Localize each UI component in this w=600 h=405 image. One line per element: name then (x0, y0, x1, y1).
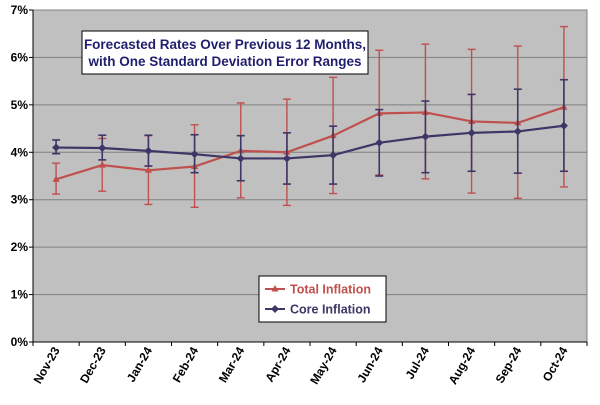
x-tick-label: May-24 (307, 344, 340, 387)
x-tick-label: Sep-24 (493, 344, 525, 385)
y-tick-label: 1% (11, 288, 29, 302)
y-axis: 0% 1% 2% 3% 4% 5% 6% 7% (11, 3, 34, 349)
y-tick-label: 0% (11, 335, 29, 349)
x-tick-label: Mar-24 (216, 344, 248, 385)
x-tick-label: Oct-24 (540, 344, 571, 384)
y-tick-label: 6% (11, 50, 29, 64)
legend-item-total-inflation: Total Inflation (265, 283, 371, 297)
legend-background (258, 275, 387, 323)
data-point-diamond (421, 132, 430, 141)
y-tick-label: 4% (11, 145, 29, 159)
chart-title-background (81, 30, 369, 75)
data-point-triangle (52, 175, 60, 182)
series-group (52, 25, 568, 209)
y-tick-label: 2% (11, 240, 29, 254)
legend: Total Inflation Core Inflation (258, 275, 387, 323)
x-tick-label: Nov-23 (31, 344, 63, 386)
legend-marker-diamond-icon (271, 305, 279, 313)
x-tick-label: Apr-24 (262, 344, 293, 384)
data-point-diamond (52, 143, 61, 152)
data-point-diamond (190, 150, 199, 159)
data-point-diamond (98, 144, 107, 153)
series-line (56, 124, 565, 160)
data-point-diamond (236, 154, 245, 163)
x-tick-label: Jun-24 (354, 344, 386, 385)
y-tick-label: 7% (11, 3, 29, 17)
data-point-diamond (282, 154, 291, 163)
x-tick-label: Aug-24 (446, 344, 479, 387)
series-line (55, 106, 565, 181)
data-point-diamond (144, 146, 153, 155)
y-tick-label: 5% (11, 98, 29, 112)
data-point-triangle (98, 161, 106, 168)
x-tick-label: Dec-23 (77, 344, 109, 385)
chart-title-line-2: with One Standard Deviation Error Ranges (87, 54, 361, 69)
legend-label-total-inflation: Total Inflation (290, 283, 371, 297)
y-tick-label: 3% (11, 193, 29, 207)
data-point-diamond (375, 138, 384, 147)
chart-title-line-1: Forecasted Rates Over Previous 12 Months… (84, 37, 366, 52)
chart-title-box: Forecasted Rates Over Previous 12 Months… (81, 30, 369, 75)
x-tick-label: Feb-24 (170, 344, 202, 385)
legend-marker-triangle-icon (271, 285, 279, 292)
data-point-diamond (559, 121, 568, 130)
data-point-triangle (144, 166, 153, 173)
x-tick-label: Jul-24 (403, 344, 433, 381)
series-core-inflation (52, 78, 568, 185)
data-point-diamond (467, 128, 476, 137)
data-point-diamond (513, 127, 522, 136)
legend-label-core-inflation: Core Inflation (290, 303, 371, 317)
x-tick-label: Jan-24 (124, 344, 155, 384)
x-axis: Nov-23 Dec-23 Jan-24 Feb-24 Mar-24 Apr-24 May-… (31, 341, 588, 387)
data-point-diamond (329, 151, 338, 160)
legend-item-core-inflation: Core Inflation (265, 303, 371, 317)
